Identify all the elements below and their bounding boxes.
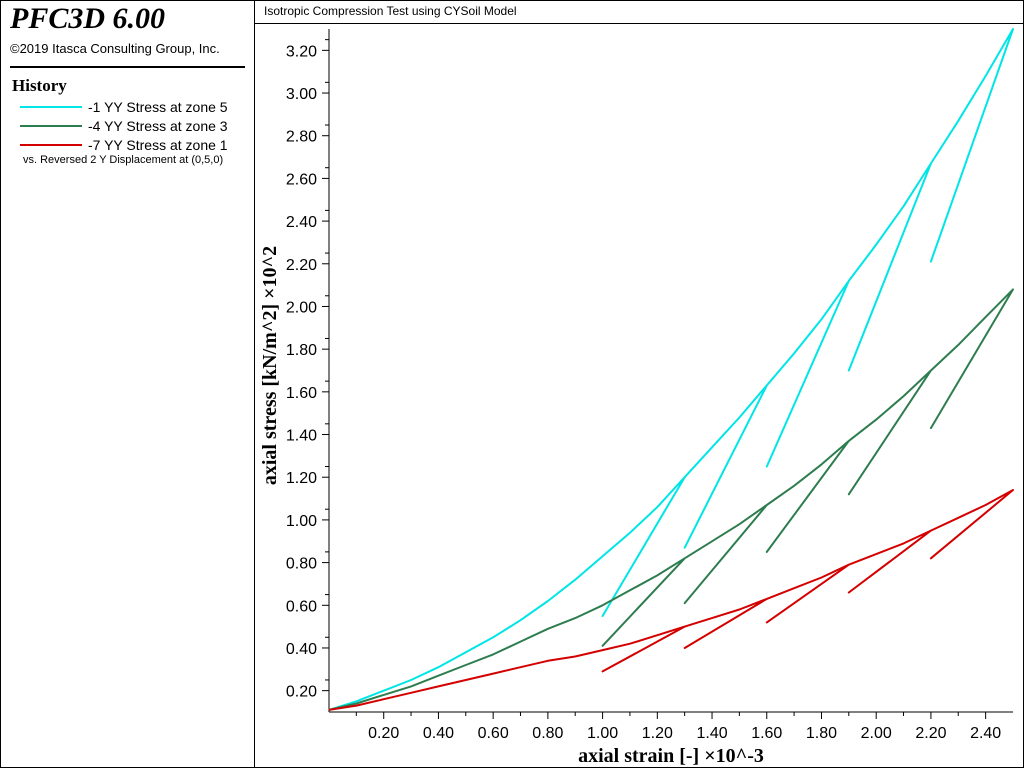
x-tick-label: 2.00 (861, 725, 892, 742)
y-tick-label: 1.20 (286, 470, 317, 487)
x-tick-label: 0.80 (532, 725, 563, 742)
legend-item-zone-3: -4 YY Stress at zone 3 (20, 117, 228, 135)
x-tick-label: 1.20 (642, 725, 673, 742)
y-tick-label: 0.80 (286, 556, 317, 573)
series-line-3 (328, 489, 1014, 711)
y-tick-label: 2.60 (286, 171, 317, 188)
x-axis-title: axial strain [-] ×10^-3 (578, 745, 764, 767)
legend-swatch (20, 144, 82, 146)
x-tick-label: 1.80 (806, 725, 837, 742)
legend-item-zone-5: -1 YY Stress at zone 5 (20, 98, 228, 116)
separator (10, 66, 245, 68)
history-title: History (12, 76, 67, 95)
x-tick-label: 2.20 (915, 725, 946, 742)
x-tick-label: 1.40 (696, 725, 727, 742)
legend-label: -7 YY Stress at zone 1 (88, 137, 228, 153)
y-tick-label: 1.40 (286, 428, 317, 445)
y-tick-label: 1.60 (286, 385, 317, 402)
legend-label: -1 YY Stress at zone 5 (88, 99, 228, 115)
left-panel: PFC3D 6.00 ©2019 Itasca Consulting Group… (0, 0, 255, 768)
y-tick-label: 2.20 (286, 257, 317, 274)
copyright: ©2019 Itasca Consulting Group, Inc. (10, 41, 220, 56)
x-tick-label: 1.60 (751, 725, 782, 742)
y-tick-label: 0.60 (286, 598, 317, 615)
y-tick-label: 1.00 (286, 513, 317, 530)
x-tick-label: 1.00 (587, 725, 618, 742)
legend-item-zone-1: -7 YY Stress at zone 1 (20, 136, 228, 154)
series-line-2 (328, 288, 1014, 711)
series-line-1 (328, 28, 1014, 711)
plot-title-bar: Isotropic Compression Test using CYSoil … (255, 0, 1023, 24)
y-axis-title: axial stress [kN/m^2] ×10^2 (259, 246, 281, 485)
x-tick-label: 0.60 (478, 725, 509, 742)
y-tick-label: 2.00 (286, 299, 317, 316)
history-chart: 0.20 0.40 0.60 0.80 1.00 1.20 1.40 1.60 1.80 2.00… (259, 28, 1014, 767)
legend-label: -4 YY Stress at zone 3 (88, 118, 228, 134)
x-tick-label: 2.40 (970, 725, 1001, 742)
x-tick-label: 0.40 (423, 725, 454, 742)
x-tick-label: 0.20 (368, 725, 399, 742)
app-title: PFC3D 6.00 (10, 2, 166, 35)
y-tick-label: 2.40 (286, 214, 317, 231)
y-tick-label: 1.80 (286, 342, 317, 359)
plot-title: Isotropic Compression Test using CYSoil … (264, 4, 517, 18)
y-tick-label: 3.20 (286, 43, 317, 60)
y-tick-label: 0.40 (286, 641, 317, 658)
y-tick-label: 3.00 (286, 86, 317, 103)
y-tick-label: 2.80 (286, 129, 317, 146)
legend-swatch (20, 106, 82, 108)
y-tick-label: 0.20 (286, 684, 317, 701)
versus-note: vs. Reversed 2 Y Displacement at (0,5,0) (23, 154, 224, 166)
legend-swatch (20, 125, 82, 127)
